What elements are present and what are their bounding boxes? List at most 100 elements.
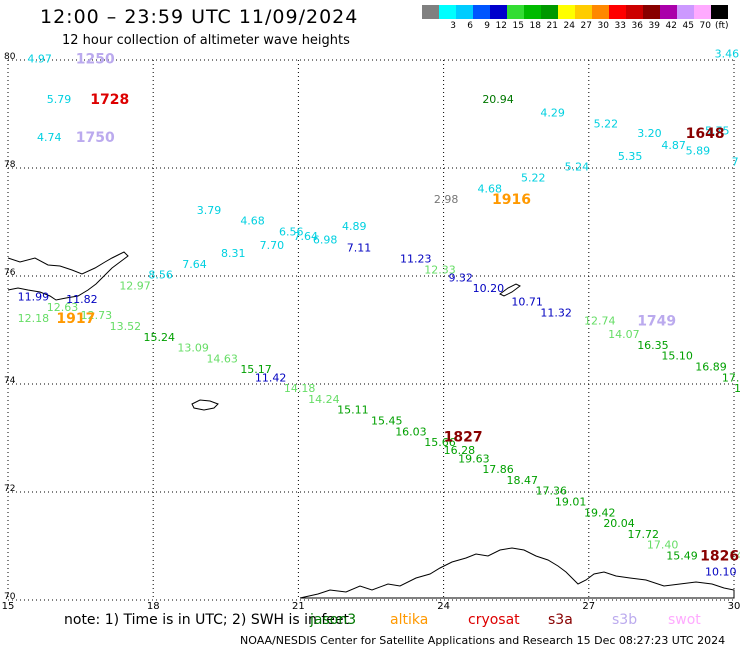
pass-time-label: 1917 xyxy=(56,311,95,327)
pass-time-label: 1749 xyxy=(637,314,676,330)
wave-height-value: 2.98 xyxy=(434,193,459,206)
axis-labels: 15 18 21 24 27 30 80 78 76 74 72 70 xyxy=(2,52,740,612)
pass-time-label: 1728 xyxy=(90,92,129,108)
color-scale: 3 6 9 12 15 18 21 24 27 30 33 36 39 42 45 70 xyxy=(422,5,728,31)
wave-height-value: 4.68 xyxy=(240,215,265,228)
scale-tick-label: 9 xyxy=(484,21,490,31)
scale-tick-label: 30 xyxy=(597,21,609,31)
y-tick-label: 72 xyxy=(4,484,15,494)
wave-height-value: 17.19 xyxy=(722,371,740,384)
wave-height-value: 7 xyxy=(732,155,739,168)
scale-swatch: 9 xyxy=(473,5,490,31)
wave-height-value: 5.22 xyxy=(521,172,546,185)
wave-height-value: 16.35 xyxy=(637,339,669,352)
legend-sat-altika: altika xyxy=(390,612,429,628)
scale-swatch: 18 xyxy=(524,5,541,31)
wave-height-value: 11.99 xyxy=(18,290,50,303)
scale-swatch: 42 xyxy=(660,5,677,31)
wave-height-value: 14.07 xyxy=(608,328,640,341)
scale-swatch: 36 xyxy=(626,5,643,31)
wave-height-value: 19.01 xyxy=(555,496,587,509)
wave-height-value: 14.1 xyxy=(729,550,740,563)
scale-swatch: 12 xyxy=(490,5,507,31)
wave-height-value: 15.11 xyxy=(337,404,369,417)
wave-height-value: 11.42 xyxy=(255,371,287,384)
wave-height-value: 4.68 xyxy=(477,182,502,195)
wave-height-value: 3.46 xyxy=(715,47,740,60)
coastline-bjornoya xyxy=(191,399,219,411)
wave-height-value: 15.10 xyxy=(661,350,693,363)
legend-sat-cryosat: cryosat xyxy=(468,612,520,628)
wave-height-value: 18.47 xyxy=(507,474,539,487)
scale-tick-label: 36 xyxy=(631,21,643,31)
wave-height-value: 4.74 xyxy=(37,131,62,144)
pass-time-label: 1826 xyxy=(700,549,739,565)
scale-swatch: 21 xyxy=(541,5,558,31)
wave-height-value: 10.71 xyxy=(511,296,543,309)
scale-tick-label: 12 xyxy=(495,21,507,31)
pass-time-label: 1827 xyxy=(444,430,483,446)
legend-sat-s3a: s3a xyxy=(548,612,573,628)
wave-height-value: 6.98 xyxy=(313,234,338,247)
wave-height-value: 10.10 xyxy=(705,566,737,579)
wave-height-value: 14.18 xyxy=(284,382,316,395)
pass-time-label: 1916 xyxy=(492,192,531,208)
map-subtitle: 12 hour collection of altimeter wave hei… xyxy=(62,33,350,48)
wave-height-value: 16.89 xyxy=(695,361,727,374)
wave-height-value: 17.86 xyxy=(482,463,514,476)
wave-height-value: 20.94 xyxy=(482,93,514,106)
wave-height-value: 12.74 xyxy=(584,315,616,328)
wave-height-value: 12.18 xyxy=(18,312,50,325)
scale-tick-label: 70 xyxy=(699,21,711,31)
scale-swatch: 27 xyxy=(575,5,592,31)
wave-height-value: 3.20 xyxy=(637,127,662,140)
map-title: 12:00 – 23:59 UTC 11/09/2024 xyxy=(40,6,359,28)
wave-height-value: 14.63 xyxy=(206,352,238,365)
y-tick-label: 78 xyxy=(4,160,16,170)
scale-tick-label: 15 xyxy=(512,21,524,31)
x-tick-label: 24 xyxy=(437,601,450,612)
wave-height-value: 12.33 xyxy=(424,263,456,276)
wave-height-value: 15.24 xyxy=(144,331,176,344)
legend-sat-jason3: jason3 xyxy=(310,612,357,628)
pass-time-labels: 1250 1728 1750 1648 1916 1917 1749 1827 1826 xyxy=(56,52,739,565)
wave-height-value: 4.97 xyxy=(27,53,52,66)
scale-tick-label: 42 xyxy=(665,21,677,31)
y-tick-label: 80 xyxy=(4,52,16,62)
wave-height-value: 11.82 xyxy=(66,293,98,306)
x-tick-label: 18 xyxy=(147,601,160,612)
scale-swatch: 45 xyxy=(677,5,694,31)
grid-lines xyxy=(7,59,735,601)
y-tick-label: 74 xyxy=(4,376,16,386)
wave-height-value: 8.56 xyxy=(148,269,173,282)
wave-height-value: 13.09 xyxy=(177,342,209,355)
scale-tick-label: 21 xyxy=(546,21,558,31)
wave-height-value: 12.73 xyxy=(81,309,113,322)
wave-height-value: 7.64 xyxy=(294,230,319,243)
scale-swatch: 24 xyxy=(558,5,575,31)
scale-swatch: 30 xyxy=(592,5,609,31)
wave-height-value: 12.63 xyxy=(47,301,79,314)
scale-tick-label: 6 xyxy=(467,21,473,31)
wave-height-value: 7.64 xyxy=(182,258,207,271)
scale-tick-label: 24 xyxy=(563,21,575,31)
wave-height-value: 16 xyxy=(734,382,740,395)
wave-height-value: 3.79 xyxy=(197,204,222,217)
wave-height-value: 12.97 xyxy=(119,280,151,293)
scale-swatch xyxy=(422,5,439,19)
wave-height-value: 15.66 xyxy=(424,436,456,449)
wave-height-value: 16.28 xyxy=(444,444,476,457)
wave-height-value: 7.11 xyxy=(347,242,372,255)
scale-swatch: 70 xyxy=(694,5,711,31)
wave-height-value: 5.22 xyxy=(594,118,619,131)
scale-tick-label: 33 xyxy=(614,21,626,31)
wave-height-value: 17.36 xyxy=(536,485,568,498)
scale-tick-label: 18 xyxy=(529,21,541,31)
wave-height-value: 20.04 xyxy=(603,517,635,530)
wave-height-value: 5.79 xyxy=(47,93,72,106)
legend-note: note: 1) Time is in UTC; 2) SWH is in fe… xyxy=(64,612,350,628)
wave-height-value: 4.87 xyxy=(661,139,686,152)
x-tick-label: 15 xyxy=(2,601,15,612)
scale-swatch: 15 xyxy=(507,5,524,31)
